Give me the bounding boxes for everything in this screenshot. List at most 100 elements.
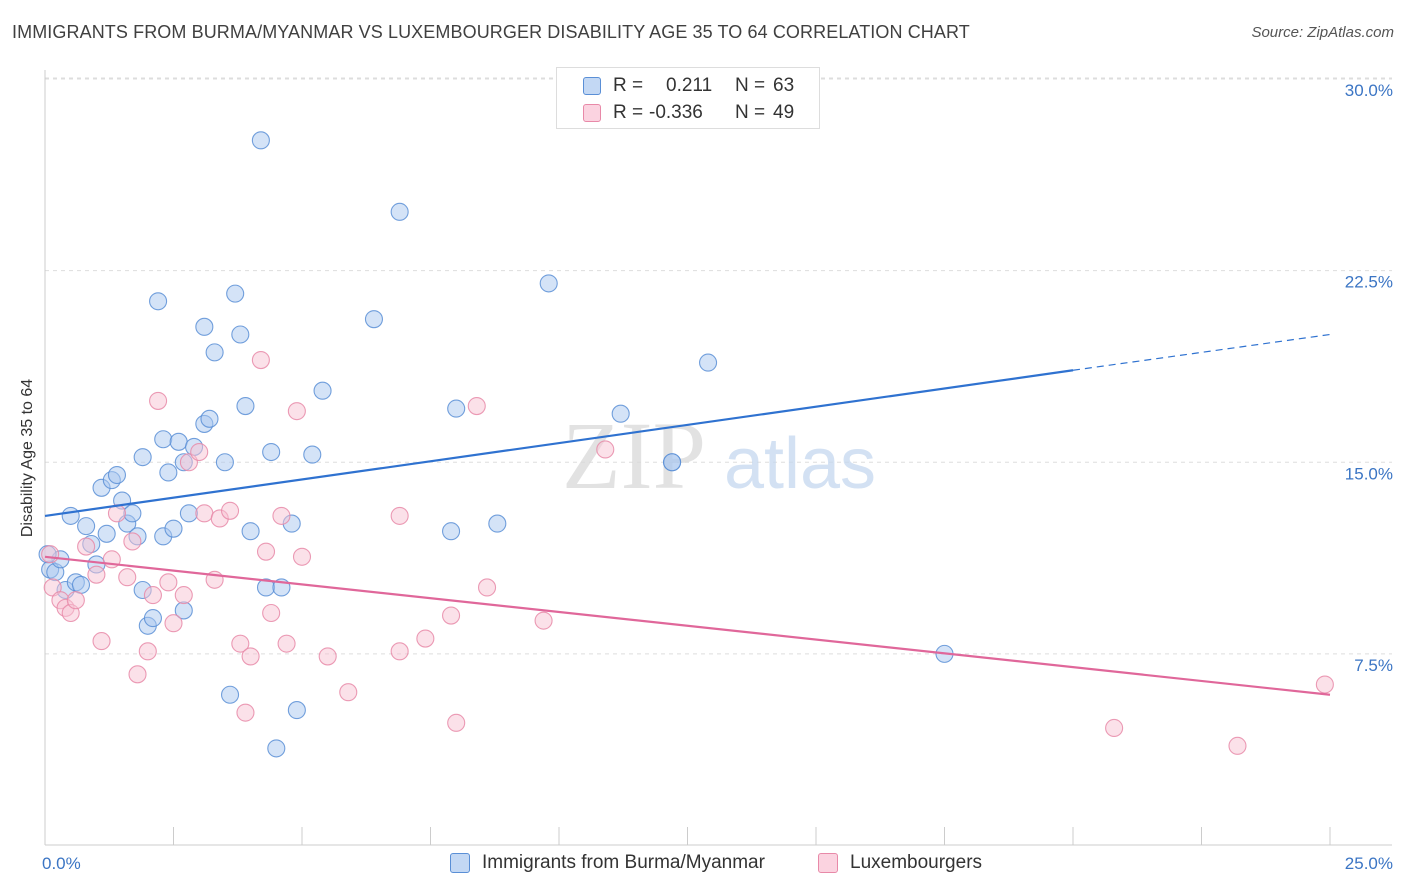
luxembourg-point xyxy=(149,391,168,410)
y-tick-label: 22.5% xyxy=(1345,273,1393,292)
burma-point xyxy=(149,292,168,311)
burma-point xyxy=(313,381,332,400)
luxembourg-point xyxy=(1315,675,1334,694)
luxembourg-point xyxy=(287,402,306,421)
luxembourg-point xyxy=(339,683,358,702)
bottom-legend-swatch-blue xyxy=(450,853,470,873)
bottom-legend-label-burma: Immigrants from Burma/Myanmar xyxy=(482,852,765,873)
burma-point xyxy=(200,409,219,428)
luxembourg-point xyxy=(477,578,497,597)
burma-point xyxy=(442,522,461,541)
burma-point xyxy=(231,325,250,344)
luxembourg-point xyxy=(138,642,157,661)
y-tick-label: 7.5% xyxy=(1354,656,1393,675)
luxembourg-point xyxy=(277,634,296,653)
burma-point xyxy=(195,317,214,336)
burma-point xyxy=(215,453,234,472)
burma-point xyxy=(236,396,255,416)
burma-point xyxy=(71,575,91,594)
legend-r-value: 0.211 xyxy=(666,75,713,96)
burma-point xyxy=(164,519,183,538)
chart-title: IMMIGRANTS FROM BURMA/MYANMAR VS LUXEMBO… xyxy=(12,22,970,42)
burma-trend-line xyxy=(44,369,1074,517)
burma-point xyxy=(663,453,682,472)
legend-r-label: R = xyxy=(613,75,644,96)
luxembourg-point xyxy=(41,545,60,564)
legend-r-label: R = xyxy=(613,102,644,123)
luxembourg-point xyxy=(262,603,281,623)
burma-point xyxy=(205,343,224,362)
burma-point xyxy=(303,445,322,464)
burma-point xyxy=(267,739,286,758)
legend-n-value: 63 xyxy=(773,75,795,96)
axes xyxy=(44,70,1392,846)
burma-point xyxy=(107,465,127,485)
luxembourg-point xyxy=(87,565,106,584)
luxembourg-point xyxy=(190,442,209,462)
burma-point xyxy=(699,353,718,372)
burma-point xyxy=(226,284,245,303)
bottom-legend-swatch-pink xyxy=(818,853,838,873)
burma-point xyxy=(364,310,384,329)
luxembourg-point xyxy=(272,506,291,525)
x-tick-label-max: 25.0% xyxy=(1345,854,1393,873)
luxembourg-point xyxy=(174,586,193,605)
luxembourg-point xyxy=(256,542,276,561)
burma-point xyxy=(143,609,162,628)
luxembourg-point xyxy=(118,568,137,587)
luxembourg-point xyxy=(123,532,142,551)
grid-lines xyxy=(45,77,1392,655)
burma-point xyxy=(447,399,466,418)
burma-point xyxy=(262,442,281,462)
bottom-legend-label-luxembourg: Luxembourgers xyxy=(850,852,983,873)
luxembourg-point xyxy=(447,713,466,732)
trend-lines xyxy=(44,333,1331,696)
burma-point xyxy=(77,517,96,536)
legend-swatch-blue xyxy=(583,77,601,95)
source-label: Source: ZipAtlas.com xyxy=(1251,24,1394,41)
luxembourg-point xyxy=(92,632,111,651)
burma-point xyxy=(611,404,630,423)
series-luxembourg-points xyxy=(41,350,1334,755)
burma-point xyxy=(241,522,260,541)
luxembourg-point xyxy=(251,350,270,370)
burma-point xyxy=(220,685,240,704)
luxembourg-point xyxy=(231,634,250,653)
legend-n-value: 49 xyxy=(773,102,795,123)
burma-point xyxy=(251,131,270,150)
luxembourg-point xyxy=(390,506,409,525)
legend-n-label: N = xyxy=(735,75,766,96)
burma-point xyxy=(179,504,198,523)
burma-point xyxy=(154,430,173,449)
luxembourg-point xyxy=(128,665,147,684)
luxembourg-point xyxy=(596,440,615,459)
luxembourg-point xyxy=(390,642,409,661)
burma-trend-extension xyxy=(1072,333,1331,371)
legend-swatch-pink xyxy=(583,104,601,122)
luxembourg-point xyxy=(442,606,461,625)
burma-point xyxy=(539,274,558,293)
legend-r-value: -0.336 xyxy=(649,102,703,123)
legend: R = 0.211 N = 63 R = -0.336 N = 49 xyxy=(556,67,820,129)
y-tick-label: 15.0% xyxy=(1345,464,1393,483)
luxembourg-point xyxy=(220,501,240,520)
luxembourg-point xyxy=(164,614,183,633)
watermark-zip: ZIP xyxy=(562,402,706,509)
burma-point xyxy=(488,514,507,533)
luxembourg-point xyxy=(416,629,435,648)
luxembourg-point xyxy=(195,504,214,523)
luxembourg-point xyxy=(1228,736,1247,755)
x-tick-label-min: 0.0% xyxy=(42,854,81,873)
luxembourg-point xyxy=(77,537,96,556)
y-tick-label: 30.0% xyxy=(1345,81,1393,100)
watermark: ZIP atlas xyxy=(562,402,876,509)
burma-point xyxy=(133,448,152,467)
luxembourg-point xyxy=(236,703,255,722)
burma-point xyxy=(159,463,178,482)
watermark-atlas: atlas xyxy=(724,424,876,504)
legend-n-label: N = xyxy=(735,102,766,123)
luxembourg-point xyxy=(534,611,553,630)
luxembourg-point xyxy=(241,647,260,666)
luxembourg-point xyxy=(159,573,178,592)
